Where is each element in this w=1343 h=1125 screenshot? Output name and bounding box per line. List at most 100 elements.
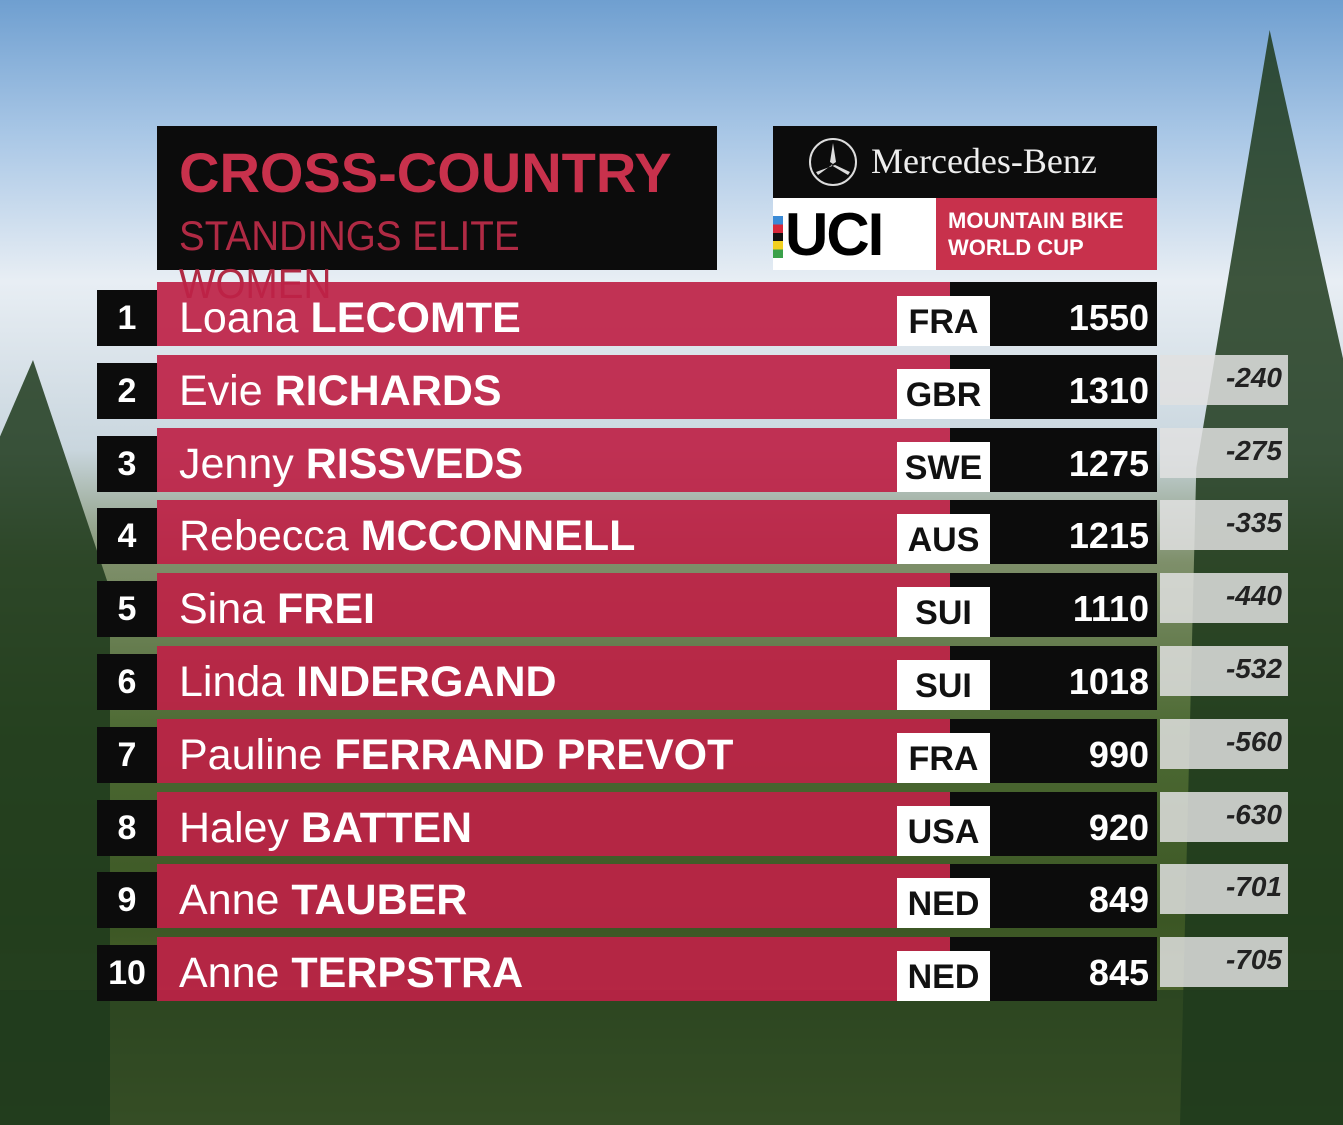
rainbow-stripes-icon (773, 216, 783, 258)
last-name: INDERGAND (296, 658, 557, 706)
points-gap: -705 (1160, 937, 1288, 988)
points: 845 (1088, 952, 1149, 994)
points: 1215 (1068, 515, 1149, 557)
rank: 7 (97, 726, 157, 783)
rank: 8 (97, 799, 157, 856)
rider-name: Linda INDERGAND (179, 654, 557, 710)
points: 920 (1088, 806, 1149, 848)
uci-text: UCI (785, 201, 884, 268)
last-name: TERPSTRA (291, 949, 524, 998)
name-bar (157, 864, 957, 929)
first-name: Sina (179, 585, 266, 634)
name-bar (157, 718, 957, 783)
event-name: MOUNTAIN BIKE WORLD CUP (936, 198, 1157, 270)
points: 849 (1088, 879, 1149, 921)
points: 1110 (1072, 588, 1149, 630)
first-name: Rebecca (179, 512, 349, 561)
nation-code: SWE (897, 441, 990, 492)
name-bar (157, 354, 957, 419)
rank: 5 (97, 581, 157, 638)
points-gap: -275 (1160, 427, 1288, 478)
name-bar (157, 282, 957, 346)
standings-row: 8 Haley BATTEN USA 920 -630 (97, 791, 1288, 856)
first-name: Anne (179, 949, 280, 998)
nation-code: FRA (897, 296, 990, 346)
rider-name: Anne TERPSTRA (179, 945, 523, 1001)
rider-name: Loana LECOMTE (179, 290, 521, 346)
standings-row: 4 Rebecca MCCONNELL AUS 1215 -335 (97, 500, 1288, 565)
first-name: Pauline (179, 730, 323, 779)
rank: 1 (97, 290, 157, 346)
name-bar (157, 791, 957, 856)
last-name: FREI (277, 585, 375, 634)
points-gap: -532 (1160, 646, 1288, 696)
points: 1550 (1068, 297, 1149, 338)
points: 1018 (1068, 661, 1149, 702)
points-gap: -440 (1160, 573, 1288, 624)
mercedes-star-icon (809, 138, 857, 186)
points-gap: -560 (1160, 718, 1288, 769)
first-name: Jenny (179, 439, 294, 488)
uci-logo: UCI (773, 198, 936, 270)
page-title: CROSS-COUNTRY (179, 141, 672, 204)
standings-row: 7 Pauline FERRAND PREVOT FRA 990 -560 (97, 718, 1288, 783)
nation-code: AUS (897, 514, 990, 565)
first-name: Linda (179, 658, 285, 706)
sponsor-logo: Mercedes-Benz (773, 126, 1157, 198)
last-name: LECOMTE (310, 294, 521, 342)
points-gap: -701 (1160, 864, 1288, 915)
rider-name: Jenny RISSVEDS (179, 436, 523, 492)
rank: 6 (97, 654, 157, 710)
first-name: Evie (179, 366, 263, 415)
sponsor-name: Mercedes-Benz (871, 141, 1097, 181)
background-forest (0, 990, 1343, 1125)
first-name: Loana (179, 294, 299, 342)
points-gap: -240 (1160, 354, 1288, 405)
rider-name: Evie RICHARDS (179, 363, 502, 419)
nation-code: SUI (897, 660, 990, 710)
points: 1310 (1068, 369, 1149, 411)
last-name: RISSVEDS (305, 439, 524, 488)
event-line-1: MOUNTAIN BIKE (948, 208, 1124, 233)
title-panel: CROSS-COUNTRY STANDINGS ELITE WOMEN (157, 126, 717, 307)
last-name: TAUBER (291, 876, 468, 925)
standings-row: 10 Anne TERPSTRA NED 845 -705 (97, 937, 1288, 1002)
name-bar (157, 427, 957, 492)
event-line-2: WORLD CUP (948, 235, 1084, 260)
rider-name: Rebecca MCCONNELL (179, 508, 635, 564)
standings-row: 2 Evie RICHARDS GBR 1310 -240 (97, 354, 1288, 419)
rank: 9 (97, 872, 157, 929)
points: 990 (1088, 733, 1149, 775)
rank: 4 (97, 508, 157, 565)
rider-name: Sina FREI (179, 581, 375, 637)
standings-row: 1 Loana LECOMTE FRA 1550 (97, 282, 1288, 346)
nation-code: FRA (897, 732, 990, 783)
last-name: BATTEN (300, 803, 473, 852)
rider-name: Haley BATTEN (179, 800, 472, 856)
rank: 10 (97, 945, 157, 1002)
standings-row: 5 Sina FREI SUI 1110 -440 (97, 573, 1288, 638)
rank: 3 (97, 435, 157, 492)
nation-code: NED (897, 878, 990, 929)
nation-code: NED (897, 951, 990, 1002)
points-gap: -335 (1160, 500, 1288, 551)
last-name: MCCONNELL (360, 512, 636, 561)
standings-row: 3 Jenny RISSVEDS SWE 1275 -275 (97, 427, 1288, 492)
points-gap: -630 (1160, 791, 1288, 842)
nation-code: GBR (897, 368, 990, 419)
nation-code: USA (897, 805, 990, 856)
points: 1275 (1068, 442, 1149, 484)
rank: 2 (97, 362, 157, 419)
last-name: RICHARDS (274, 366, 502, 415)
last-name: FERRAND PREVOT (334, 730, 734, 779)
name-bar (157, 500, 957, 565)
name-bar (157, 937, 957, 1002)
standings-row: 6 Linda INDERGAND SUI 1018 -532 (97, 646, 1288, 710)
first-name: Anne (179, 876, 280, 925)
standings-row: 9 Anne TAUBER NED 849 -701 (97, 864, 1288, 929)
first-name: Haley (179, 803, 289, 852)
name-bar (157, 573, 957, 638)
rider-name: Pauline FERRAND PREVOT (179, 727, 733, 783)
rider-name: Anne TAUBER (179, 872, 467, 928)
nation-code: SUI (897, 587, 990, 638)
